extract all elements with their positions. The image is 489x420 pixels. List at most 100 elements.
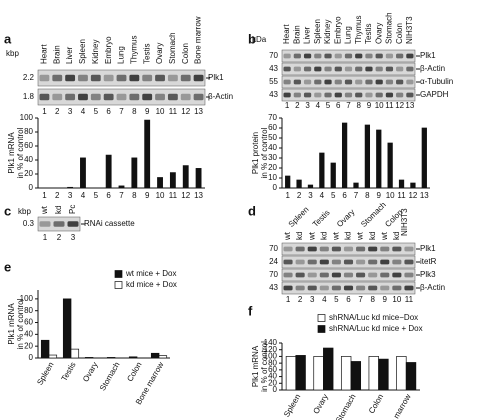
band <box>356 246 366 252</box>
band <box>396 66 404 72</box>
band <box>283 66 291 72</box>
band <box>355 92 363 98</box>
band-label: Plk1 <box>420 51 436 60</box>
y-axis-label: Plk1 mRNA <box>251 345 260 387</box>
y-tick-label: 0 <box>273 385 278 394</box>
bar <box>285 356 297 391</box>
band <box>343 259 354 265</box>
unit-label: kbp <box>6 49 19 58</box>
lane-label: Stomach <box>385 12 394 44</box>
lane-number: 10 <box>392 295 401 304</box>
band <box>283 259 293 265</box>
band <box>103 93 114 101</box>
band <box>404 259 414 265</box>
x-tick-label: 8 <box>132 191 137 200</box>
band <box>365 66 373 72</box>
lane-number: 7 <box>119 107 124 116</box>
lane-number: 3 <box>71 233 76 242</box>
tissue-label: Spleen <box>287 205 311 229</box>
band <box>365 53 373 59</box>
x-tick-label: 11 <box>397 191 406 200</box>
size-marker: 43 <box>269 64 278 73</box>
y-tick-label: 20 <box>24 341 33 350</box>
band <box>331 285 341 291</box>
band <box>334 66 342 72</box>
bar <box>195 168 202 189</box>
lane-number: 9 <box>383 295 388 304</box>
bar <box>118 185 125 189</box>
band-label: β-Actin <box>420 64 445 73</box>
lane-number: 13 <box>194 107 203 116</box>
band <box>334 79 342 85</box>
y-tick-label: 20 <box>268 163 277 172</box>
band <box>295 259 305 265</box>
lane-label: Kidney <box>91 40 100 64</box>
lane-number: 6 <box>346 295 351 304</box>
size-marker: 43 <box>269 90 278 99</box>
band-label: β-Actin <box>420 283 445 292</box>
band <box>331 259 341 265</box>
lane-number: 5 <box>334 295 339 304</box>
band <box>392 285 402 291</box>
lane-number: 12 <box>181 107 190 116</box>
lane-number: 8 <box>370 295 375 304</box>
y-axis-label: in % of control <box>16 298 25 349</box>
lane-label: Thymus <box>129 36 138 64</box>
band <box>324 53 332 59</box>
band <box>129 93 140 101</box>
band <box>406 66 414 72</box>
band <box>295 285 305 291</box>
x-tick-label: Stomach <box>98 361 122 393</box>
bar <box>84 357 94 359</box>
y-tick-label: 0 <box>29 353 34 362</box>
band <box>343 272 354 278</box>
band <box>385 92 394 98</box>
band <box>356 272 366 278</box>
band <box>283 79 291 85</box>
band <box>293 79 301 85</box>
y-tick-label: 60 <box>268 123 277 132</box>
band <box>78 93 88 101</box>
lane-number: 7 <box>358 295 363 304</box>
bar <box>80 157 86 189</box>
lane-number: 1 <box>285 101 290 110</box>
x-tick-label: Ovary <box>311 393 329 416</box>
x-tick-label: Ovary <box>81 361 99 384</box>
x-tick-label: Spleen <box>282 393 302 419</box>
legend-swatch <box>114 281 123 289</box>
genotype-label: kd <box>368 232 377 240</box>
y-tick-label: 10 <box>268 173 277 182</box>
bar <box>387 142 393 189</box>
band <box>180 93 191 101</box>
lane-label: Brain <box>292 25 301 44</box>
y-tick-label: 100 <box>20 113 34 122</box>
band <box>355 66 363 72</box>
y-tick-label: 120 <box>264 345 278 354</box>
band <box>295 272 305 278</box>
band <box>368 246 378 252</box>
band <box>324 66 332 72</box>
lane-number: 6 <box>336 101 341 110</box>
tissue-label: Stomach <box>359 200 388 229</box>
band <box>344 79 353 85</box>
y-axis-label: in % of control <box>260 341 269 392</box>
band <box>314 79 322 85</box>
genotype-label: wt <box>283 231 292 241</box>
band <box>283 53 291 59</box>
x-tick-label: 12 <box>408 191 417 200</box>
bar <box>396 356 407 391</box>
lane-number: 3 <box>305 101 310 110</box>
y-tick-label: 80 <box>24 127 33 136</box>
band <box>314 53 322 59</box>
legend-swatch <box>114 270 123 278</box>
band <box>116 93 127 101</box>
band <box>406 53 414 59</box>
lane-label: Ovary <box>155 43 164 64</box>
bar <box>323 347 334 391</box>
lane-number: 3 <box>310 295 315 304</box>
lane-label: wt <box>40 205 49 215</box>
y-tick-label: 140 <box>264 338 278 347</box>
x-tick-label: Colon <box>367 393 385 416</box>
lane-number: 9 <box>145 107 150 116</box>
panel-label: d <box>248 203 256 218</box>
